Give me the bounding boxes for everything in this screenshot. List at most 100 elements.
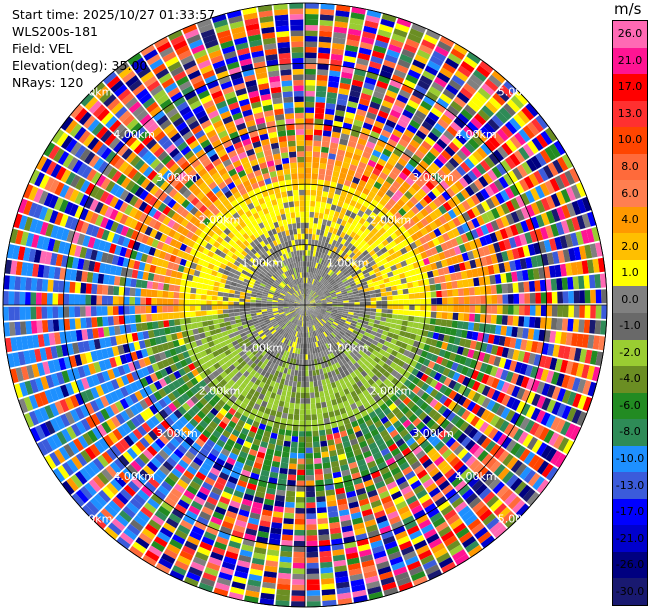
- radar-gate: [491, 377, 500, 389]
- radar-gate: [390, 232, 398, 240]
- radar-gate: [314, 286, 318, 292]
- radar-gate: [383, 340, 391, 347]
- radar-gate: [316, 288, 321, 294]
- radar-gate: [497, 305, 503, 315]
- radar-gate: [315, 268, 319, 275]
- radar-gate: [313, 129, 323, 136]
- radar-gate: [546, 292, 553, 304]
- radar-gate: [420, 208, 429, 218]
- radar-gate: [425, 264, 433, 272]
- radar-gate: [397, 314, 404, 320]
- radar-gate: [473, 277, 480, 287]
- radar-gate: [336, 334, 342, 340]
- radar-gate: [507, 283, 514, 294]
- radar-gate: [485, 197, 496, 210]
- radar-gate: [562, 291, 569, 304]
- radar-gate: [368, 135, 378, 144]
- radar-gate: [351, 285, 358, 290]
- radar-gate: [305, 151, 313, 157]
- radar-gate: [300, 343, 303, 349]
- radar-gate: [363, 331, 371, 337]
- radar-gate: [387, 332, 394, 338]
- radar-gate: [543, 429, 555, 444]
- radar-gate: [386, 366, 394, 374]
- radar-gate: [313, 140, 322, 147]
- radar-gate: [305, 162, 312, 168]
- radar-gate: [375, 378, 383, 387]
- radar-gate: [530, 366, 539, 379]
- radar-gate: [420, 227, 429, 236]
- radar-gate: [397, 402, 406, 411]
- radar-gate: [346, 289, 353, 294]
- radar-gate: [168, 319, 175, 327]
- radar-gate: [156, 305, 163, 313]
- radar-gate: [306, 529, 318, 536]
- radar-gate: [453, 246, 462, 255]
- radar-gate: [391, 166, 401, 176]
- radar-gate: [470, 194, 481, 206]
- radar-gate: [294, 524, 305, 531]
- radar-gate: [357, 103, 369, 112]
- radar-gate: [90, 306, 97, 317]
- radar-gate: [19, 306, 26, 320]
- radar-gate: [157, 313, 163, 321]
- radar-gate: [367, 256, 374, 263]
- radar-gate: [359, 295, 365, 299]
- radar-gate: [469, 259, 477, 269]
- radar-gate: [480, 409, 491, 421]
- radar-gate: [336, 4, 351, 12]
- radar-gate: [346, 339, 352, 346]
- radar-gate: [418, 145, 429, 155]
- radar-gate: [293, 375, 298, 382]
- radar-gate: [551, 208, 561, 222]
- radar-gate: [317, 69, 329, 76]
- radar-gate: [129, 314, 136, 324]
- radar-gate: [469, 340, 477, 350]
- radar-gate: [319, 390, 325, 398]
- radar-gate: [540, 130, 553, 145]
- radar-gate: [462, 173, 474, 185]
- radar-gate: [479, 286, 486, 295]
- radar-gate: [305, 300, 309, 305]
- radar-gate: [342, 226, 349, 234]
- radar-gate: [425, 311, 432, 318]
- radar-gate: [317, 252, 322, 258]
- radar-gate: [419, 292, 426, 299]
- radar-gate: [388, 185, 398, 194]
- radar-gate: [328, 263, 334, 270]
- radar-gate: [549, 357, 558, 371]
- radar-gate: [439, 384, 448, 394]
- radar-gate: [447, 400, 457, 411]
- radar-gate: [350, 343, 357, 349]
- radar-gate: [473, 179, 484, 191]
- radar-gate: [561, 154, 574, 169]
- radar-gate: [430, 311, 437, 318]
- radar-gate: [310, 250, 314, 257]
- radar-gate: [321, 278, 326, 284]
- radar-gate: [250, 305, 256, 308]
- radar-gate: [469, 74, 484, 87]
- radar-gate: [433, 102, 446, 114]
- radar-gate: [321, 300, 327, 303]
- radar-gate: [455, 271, 463, 280]
- radar-gate: [398, 305, 404, 310]
- radar-gate: [579, 305, 585, 318]
- radar-gate: [317, 52, 330, 60]
- radar-gate: [412, 340, 420, 348]
- radar-gate: [510, 459, 523, 473]
- radar-gate: [213, 323, 221, 330]
- radar-gate: [306, 568, 320, 574]
- radar-gate: [484, 364, 493, 375]
- radar-gate: [472, 134, 484, 146]
- radar-gate: [403, 43, 418, 54]
- radar-gate: [348, 309, 355, 313]
- radar-gate: [384, 322, 391, 328]
- radar-gate: [211, 310, 218, 315]
- radar-gate: [464, 158, 475, 170]
- radar-gate: [409, 139, 421, 149]
- radar-gate: [330, 59, 343, 67]
- radar-gate: [318, 173, 325, 181]
- radar-gate: [314, 118, 324, 125]
- radar-gate: [424, 204, 434, 214]
- radar-gate: [201, 315, 208, 322]
